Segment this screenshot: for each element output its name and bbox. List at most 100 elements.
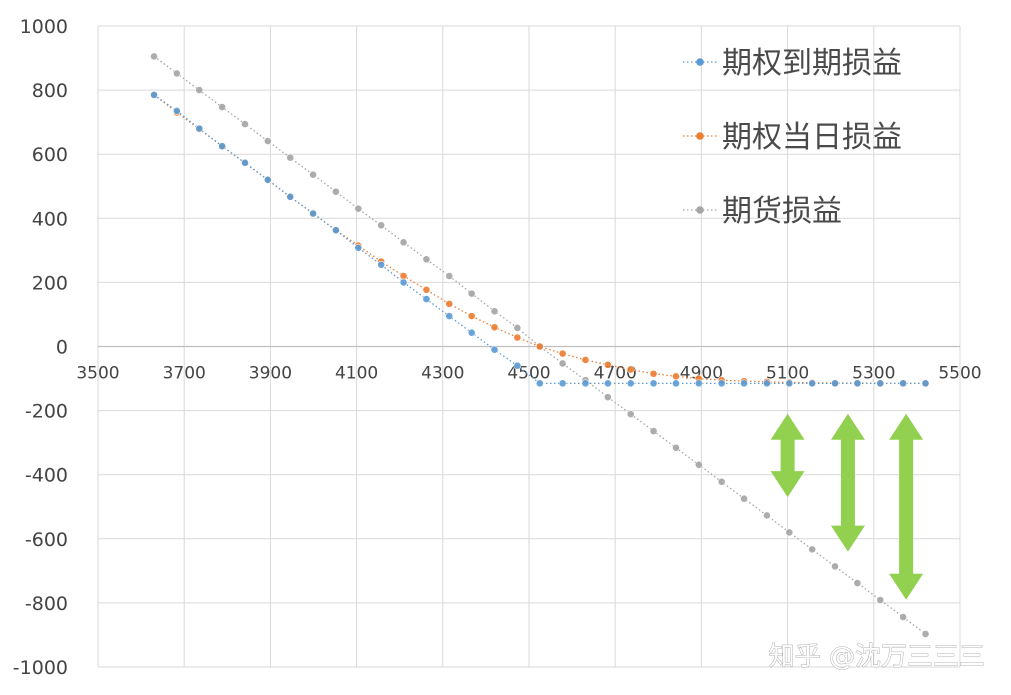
data-point bbox=[558, 359, 567, 368]
data-point bbox=[808, 379, 817, 388]
data-point bbox=[603, 393, 612, 402]
data-point bbox=[195, 124, 204, 133]
data-point bbox=[672, 372, 680, 381]
data-point bbox=[286, 192, 295, 201]
data-point bbox=[853, 379, 862, 388]
legend-marker bbox=[696, 58, 704, 66]
data-point bbox=[649, 379, 658, 388]
data-point bbox=[649, 427, 658, 436]
data-point bbox=[626, 379, 635, 388]
data-point bbox=[717, 477, 726, 486]
data-point bbox=[694, 460, 703, 469]
data-point bbox=[513, 333, 522, 342]
data-point bbox=[603, 379, 612, 388]
data-point bbox=[740, 494, 748, 503]
x-tick-label: 3500 bbox=[76, 364, 119, 384]
legend-marker bbox=[696, 132, 704, 140]
data-point bbox=[672, 443, 680, 452]
data-point bbox=[831, 562, 839, 571]
x-tick-label: 3700 bbox=[163, 364, 206, 384]
y-tick-label: 200 bbox=[32, 272, 68, 294]
axes: 1000 800 600 400 200 0 -200 -400 -600 -800 -1000 35… bbox=[13, 16, 982, 679]
y-tick-label: 600 bbox=[32, 144, 68, 166]
data-point bbox=[626, 410, 635, 419]
data-point bbox=[763, 511, 771, 520]
data-point bbox=[445, 312, 454, 320]
y-tick-label: -1000 bbox=[13, 657, 68, 679]
data-point bbox=[649, 369, 658, 378]
data-point bbox=[399, 238, 408, 247]
data-point bbox=[332, 226, 340, 235]
data-point bbox=[581, 379, 590, 388]
double-arrow bbox=[830, 413, 865, 552]
data-point bbox=[354, 204, 363, 213]
data-point bbox=[490, 345, 499, 354]
x-tick-label: 5500 bbox=[938, 364, 981, 384]
data-point bbox=[263, 137, 272, 145]
data-point bbox=[332, 187, 340, 196]
data-point bbox=[241, 158, 249, 167]
data-point bbox=[195, 86, 204, 94]
series-line bbox=[153, 94, 926, 385]
double-arrow bbox=[770, 413, 805, 498]
x-tick-label: 4900 bbox=[680, 364, 723, 384]
y-tick-label: -800 bbox=[25, 593, 68, 615]
y-tick-label: -600 bbox=[25, 529, 68, 551]
series-line bbox=[153, 55, 926, 635]
data-point bbox=[626, 365, 635, 374]
x-tick-label: 4300 bbox=[421, 364, 464, 384]
data-point bbox=[808, 545, 817, 554]
data-point bbox=[150, 52, 158, 61]
series bbox=[150, 52, 930, 638]
data-point bbox=[263, 175, 272, 184]
data-point bbox=[899, 379, 908, 388]
data-point bbox=[490, 307, 499, 316]
data-point bbox=[513, 361, 522, 370]
data-point bbox=[422, 285, 431, 294]
data-point bbox=[558, 349, 567, 358]
data-point bbox=[218, 142, 227, 151]
legend-marker bbox=[696, 206, 704, 214]
data-point bbox=[467, 328, 476, 337]
data-point bbox=[286, 153, 295, 162]
data-point bbox=[672, 379, 680, 388]
data-point bbox=[581, 356, 590, 364]
data-point bbox=[422, 255, 431, 264]
data-point bbox=[445, 299, 454, 308]
data-point bbox=[172, 107, 181, 115]
data-point bbox=[740, 379, 748, 388]
data-point bbox=[876, 379, 885, 388]
watermark-text: 知乎 @沈万三三三 bbox=[769, 642, 985, 672]
data-point bbox=[172, 69, 181, 78]
x-tick-label: 5300 bbox=[852, 364, 895, 384]
data-point bbox=[535, 342, 544, 351]
y-tick-label: 800 bbox=[32, 80, 68, 102]
y-tick-label: -400 bbox=[25, 465, 68, 487]
double-arrow bbox=[889, 413, 924, 600]
data-point bbox=[513, 324, 522, 332]
data-point bbox=[763, 379, 771, 388]
data-point bbox=[717, 379, 726, 388]
legend-label: 期货损益 bbox=[722, 194, 842, 229]
x-tick-label: 3900 bbox=[249, 364, 292, 384]
data-point bbox=[377, 260, 386, 269]
data-point bbox=[309, 170, 317, 179]
data-point bbox=[603, 360, 612, 369]
data-point bbox=[445, 272, 454, 280]
data-point bbox=[831, 379, 839, 388]
legend-entry: 期权到期损益 bbox=[683, 46, 902, 81]
series-0 bbox=[150, 91, 930, 388]
data-point bbox=[921, 630, 930, 638]
data-point bbox=[354, 243, 363, 252]
x-tick-label: 5100 bbox=[766, 364, 809, 384]
x-tick-label: 4100 bbox=[335, 364, 378, 384]
data-point bbox=[422, 295, 431, 303]
legend-label: 期权到期损益 bbox=[722, 46, 902, 81]
legend-entry: 期货损益 bbox=[683, 194, 842, 229]
y-tick-label: -200 bbox=[25, 401, 68, 423]
x-tick-label: 4700 bbox=[594, 364, 637, 384]
data-point bbox=[853, 579, 862, 587]
